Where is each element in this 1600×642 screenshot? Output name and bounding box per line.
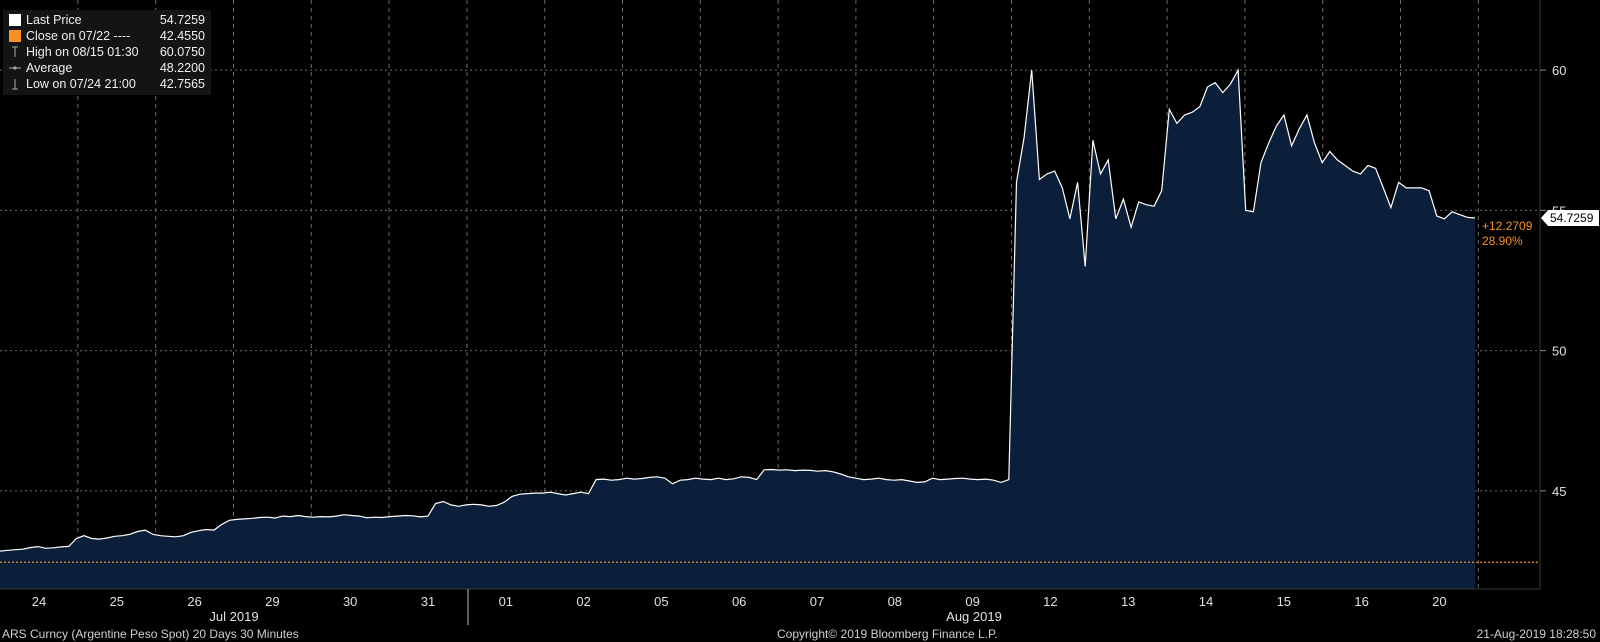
x-axis-month-labels: Jul 2019 Aug 2019 bbox=[209, 609, 1001, 624]
last-price-tag-text: 54.7259 bbox=[1550, 211, 1594, 225]
high-marker-icon bbox=[9, 46, 21, 58]
footer-timestamp: 21-Aug-2019 18:28:50 bbox=[1476, 627, 1596, 641]
last-price-tag-box bbox=[1541, 210, 1599, 227]
legend-item-last-price: Last Price 54.7259 bbox=[9, 12, 205, 28]
legend-value: 42.7565 bbox=[159, 77, 205, 91]
x-tick-label: 02 bbox=[576, 594, 590, 609]
legend-item-low: Low on 07/24 21:00 42.7565 bbox=[9, 76, 205, 92]
x-tick-label: 12 bbox=[1043, 594, 1057, 609]
legend: Last Price 54.7259 Close on 07/22 ---- 4… bbox=[3, 10, 211, 95]
legend-item-close: Close on 07/22 ---- 42.4550 bbox=[9, 28, 205, 44]
x-tick-label: 13 bbox=[1121, 594, 1135, 609]
last-price-tag: 54.7259 bbox=[1541, 210, 1599, 227]
change-absolute: +12.2709 bbox=[1482, 219, 1533, 233]
x-tick-label: 06 bbox=[732, 594, 746, 609]
legend-value: 60.0750 bbox=[159, 45, 205, 59]
y-tick-label: 60 bbox=[1552, 63, 1566, 78]
price-line bbox=[0, 67, 1476, 552]
x-tick-label: 24 bbox=[32, 594, 46, 609]
x-axis-day-labels: 24 25 26 29 30 31 01 02 05 06 07 08 09 12 13 14 15 16 20 bbox=[32, 594, 1447, 609]
x-tick-label: 26 bbox=[187, 594, 201, 609]
legend-label: Close on 07/22 ---- bbox=[26, 29, 131, 43]
footer-copyright: Copyright© 2019 Bloomberg Finance L.P. bbox=[777, 627, 998, 641]
legend-label: Low on 07/24 21:00 bbox=[26, 77, 136, 91]
x-tick-label: 16 bbox=[1354, 594, 1368, 609]
y-tick-label: 45 bbox=[1552, 484, 1566, 499]
footer: ARS Curncy (Argentine Peso Spot) 20 Days… bbox=[0, 626, 1600, 642]
legend-item-high: High on 08/15 01:30 60.0750 bbox=[9, 44, 205, 60]
price-area bbox=[0, 70, 1475, 590]
x-tick-label: 09 bbox=[965, 594, 979, 609]
x-tick-label: 31 bbox=[421, 594, 435, 609]
legend-value: 42.4550 bbox=[159, 29, 205, 43]
x-tick-label: 14 bbox=[1199, 594, 1213, 609]
average-marker-icon bbox=[9, 62, 21, 74]
x-tick-label: 20 bbox=[1432, 594, 1446, 609]
legend-item-average: Average 48.2200 bbox=[9, 60, 205, 76]
x-tick-label: 30 bbox=[343, 594, 357, 609]
legend-label: High on 08/15 01:30 bbox=[26, 45, 139, 59]
y-tick-label: 50 bbox=[1552, 344, 1566, 359]
x-tick-label: 05 bbox=[654, 594, 668, 609]
x-tick-label: 07 bbox=[810, 594, 824, 609]
white-square-icon bbox=[9, 14, 21, 26]
x-tick-label: 01 bbox=[499, 594, 513, 609]
low-marker-icon bbox=[9, 78, 21, 90]
x-tick-label: 25 bbox=[110, 594, 124, 609]
legend-value: 48.2200 bbox=[159, 61, 205, 75]
legend-label: Last Price bbox=[26, 13, 82, 27]
x-tick-label: 15 bbox=[1277, 594, 1291, 609]
month-label: Aug 2019 bbox=[946, 609, 1002, 624]
legend-label: Average bbox=[26, 61, 73, 75]
x-tick-label: 29 bbox=[265, 594, 279, 609]
orange-square-icon bbox=[9, 30, 21, 42]
footer-security-description: ARS Curncy (Argentine Peso Spot) 20 Days… bbox=[2, 627, 299, 641]
x-tick-label: 08 bbox=[888, 594, 902, 609]
legend-value: 54.7259 bbox=[159, 13, 205, 27]
change-percent: 28.90% bbox=[1482, 234, 1523, 248]
month-label: Jul 2019 bbox=[209, 609, 258, 624]
